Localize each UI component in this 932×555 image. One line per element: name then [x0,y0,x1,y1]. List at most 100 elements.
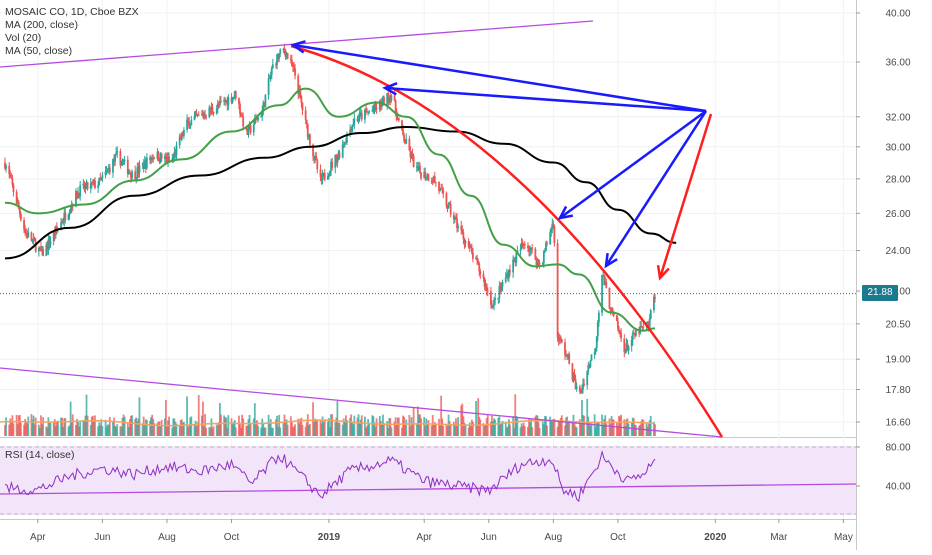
volume-bar [546,425,548,436]
volume-bar [506,426,509,436]
candle-body [93,180,95,183]
volume-bar [278,415,281,436]
volume-bar [156,423,159,436]
candle-body [648,318,651,329]
volume-bar [135,417,138,436]
candle-body [284,50,287,58]
candle-body [75,191,77,207]
candle-body [61,222,64,224]
candle-body [294,68,296,76]
candle-body [53,232,56,236]
volume-bar [195,426,198,436]
volume-bar [5,417,7,436]
candle-body [186,119,188,130]
volume-bar [138,397,141,436]
red-resistance-curve [290,44,724,438]
candle-body [448,203,451,205]
volume-bar [137,418,140,436]
volume-bar [449,424,452,436]
rsi-label: RSI (14, close) [5,449,75,461]
candle-body [26,232,29,238]
volume-bar [500,423,503,436]
volume-bar [411,423,414,436]
candle-body [460,226,463,231]
candle-body [41,249,43,252]
volume-bar [522,422,525,436]
volume-bar [186,396,188,436]
volume-bar [197,394,200,436]
candle-body [123,159,126,162]
candle-body [597,312,600,323]
volume-bar [136,421,139,436]
volume-bar [171,427,174,436]
volume-bar [516,417,519,436]
volume-bar [268,422,271,436]
volume-bar [115,426,118,436]
candle-body [172,157,175,159]
volume-bar [84,415,87,436]
volume-bar [374,426,377,436]
volume-bar [166,426,168,436]
candle-body [581,389,583,392]
volume-bar [209,427,212,436]
candle-body [418,166,420,171]
candle-body [312,144,314,157]
volume-bar [627,423,630,436]
volume-bar [145,420,148,436]
candle-body [397,117,400,121]
volume-bar [633,424,636,436]
volume-bar [157,421,160,436]
volume-bar [439,425,441,436]
candle-body [331,161,334,168]
candle-body [19,213,22,221]
volume-bar [190,416,193,436]
volume-bar [11,415,14,436]
volume-bar [583,415,585,436]
volume-bar [469,424,472,436]
candle-body [67,214,70,221]
volume-bar [152,419,155,436]
candle-body [430,181,433,183]
price-panel-bg [0,0,856,437]
volume-bar [519,427,522,436]
candle-body [282,49,285,51]
volume-bar [307,425,310,436]
candle-body [104,171,107,176]
volume-bar [315,420,318,436]
volume-bar [188,424,191,436]
volume-bar [330,414,332,436]
volume-bar [220,414,222,436]
volume-bar [567,420,570,436]
candle-body [46,244,49,250]
volume-bar [41,424,43,436]
candle-body [479,271,482,275]
candle-body [131,171,133,179]
x-tick-label: Aug [158,532,176,543]
volume-bar [323,420,326,436]
candle-body [394,100,397,112]
volume-bar [114,425,116,436]
candle-body [626,343,629,351]
candle-body [209,107,212,112]
candle-body [564,342,566,356]
candle-body [446,205,449,208]
volume-bar [334,422,337,436]
volume-bar [242,418,245,436]
candle-body [86,182,89,189]
volume-bar [360,415,363,436]
candle-body [100,178,103,180]
candle-body [8,165,11,175]
candle-body [349,129,352,135]
volume-bar [172,418,175,436]
candle-body [374,103,377,108]
candle-body [434,182,437,184]
candle-body [523,244,526,246]
candle-body [337,152,340,158]
y-tick-label: 32.00 [885,112,910,123]
candle-body [145,157,148,169]
candle-body [69,208,72,213]
volume-bar [175,423,178,436]
candle-body [452,214,455,220]
x-tick-label: 2019 [318,532,341,543]
candle-body [442,189,445,194]
